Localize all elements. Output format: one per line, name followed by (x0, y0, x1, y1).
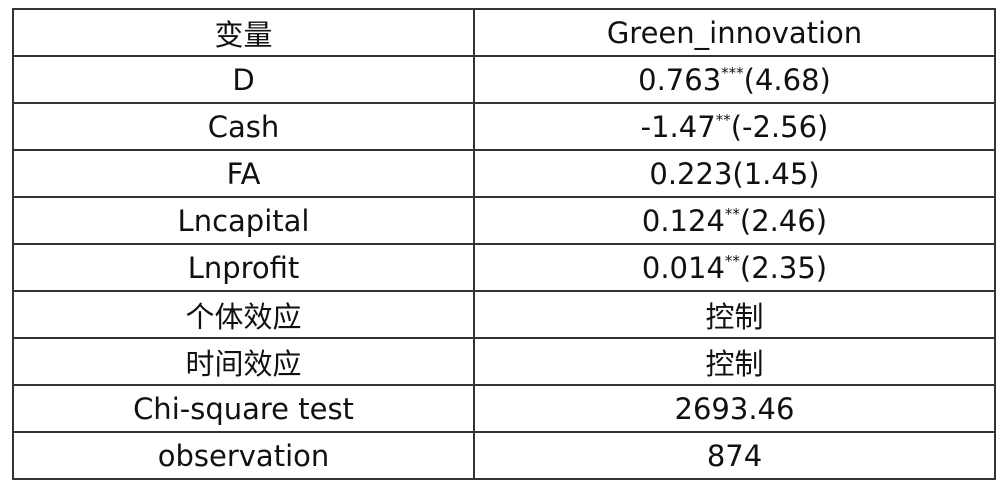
label-cell: FA (12, 149, 475, 198)
coefficient: 0.014 (641, 250, 725, 285)
value-cell: 0.124**(2.46) (473, 196, 996, 245)
header-row: 变量 Green_innovation (12, 8, 996, 57)
significance-stars: ** (724, 251, 740, 270)
t-statistic: (4.68) (743, 62, 831, 97)
value-cell: 控制 (473, 290, 996, 339)
label-cell: 时间效应 (12, 337, 475, 386)
value-cell: 0.223(1.45) (473, 149, 996, 198)
table-row: Lnprofit 0.014**(2.35) (12, 243, 996, 292)
value-cell: 控制 (473, 337, 996, 386)
table-row: FA 0.223(1.45) (12, 149, 996, 198)
value-cell: -1.47**(-2.56) (473, 102, 996, 151)
label-cell: D (12, 55, 475, 104)
value-cell: 874 (473, 431, 996, 480)
value-cell: Green_innovation (473, 8, 996, 57)
significance-stars: ** (715, 110, 731, 129)
value-cell: 0.014**(2.35) (473, 243, 996, 292)
coefficient: -1.47 (640, 109, 716, 144)
value-cell: 2693.46 (473, 384, 996, 433)
results-table: 变量 Green_innovation D 0.763***(4.68) Cash -1.… (12, 8, 996, 480)
significance-stars: *** (721, 63, 744, 82)
table-row: Chi-square test 2693.46 (12, 384, 996, 433)
table-row: 个体效应 控制 (12, 290, 996, 339)
table-row: 时间效应 控制 (12, 337, 996, 386)
coefficient: 0.763 (638, 62, 722, 97)
label-cell: Cash (12, 102, 475, 151)
table-row: Cash -1.47**(-2.56) (12, 102, 996, 151)
table-row: Lncapital 0.124**(2.46) (12, 196, 996, 245)
label-cell: 个体效应 (12, 290, 475, 339)
t-statistic: (-2.56) (730, 109, 829, 144)
table-row: observation 874 (12, 431, 996, 480)
label-cell: Chi-square test (12, 384, 475, 433)
t-statistic: (2.46) (739, 203, 828, 238)
label-cell: observation (12, 431, 475, 480)
t-statistic: (2.35) (739, 250, 828, 285)
value-cell: 0.763***(4.68) (473, 55, 996, 104)
table-row: D 0.763***(4.68) (12, 55, 996, 104)
significance-stars: ** (724, 204, 740, 223)
label-cell: Lnprofit (12, 243, 475, 292)
coefficient: 0.124 (641, 203, 725, 238)
label-cell: 变量 (12, 8, 475, 57)
page: {"table": {"header": ["变量", "Green_innov… (12, 8, 996, 480)
label-cell: Lncapital (12, 196, 475, 245)
